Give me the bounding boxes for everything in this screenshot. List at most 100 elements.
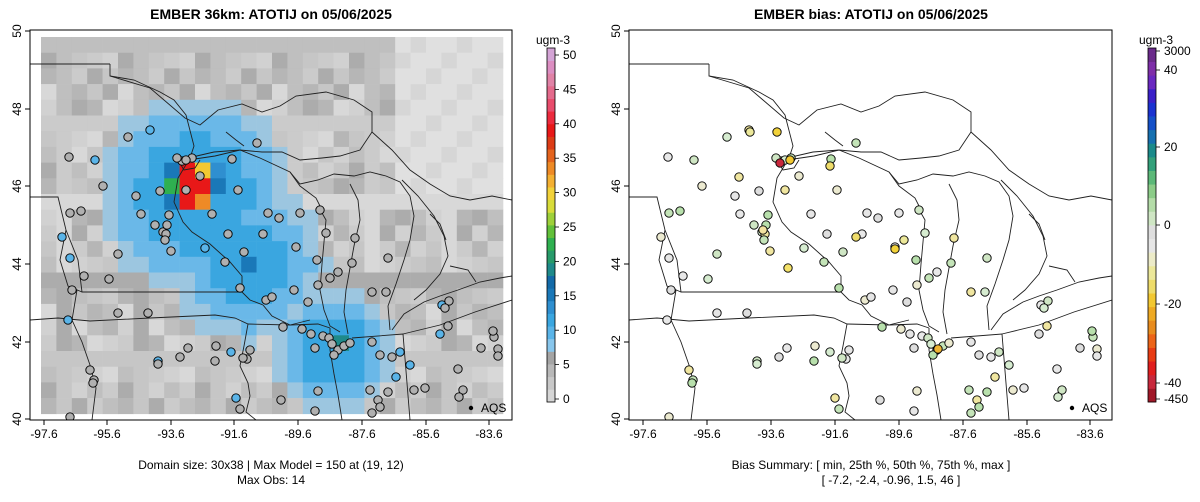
observation-site[interactable] [113,249,123,259]
observation-site[interactable] [877,322,887,332]
observation-site[interactable] [226,347,236,357]
observation-site[interactable] [345,338,355,348]
observation-site[interactable] [329,350,339,360]
observation-site[interactable] [313,280,323,290]
observation-site[interactable] [851,232,861,242]
observation-site[interactable] [980,287,990,297]
observation-site[interactable] [98,181,108,191]
observation-site[interactable] [227,154,237,164]
observation-site[interactable] [387,352,397,362]
observation-site[interactable] [785,155,795,165]
observation-site[interactable] [875,395,885,405]
observation-site[interactable] [440,303,450,313]
observation-site[interactable] [909,406,919,416]
observation-site[interactable] [920,228,930,238]
observation-site[interactable] [822,229,832,239]
observation-site[interactable] [944,338,954,348]
observation-site[interactable] [1092,351,1102,361]
observation-site[interactable] [276,395,286,405]
observation-site[interactable] [763,210,773,220]
observation-site[interactable] [175,352,185,362]
observation-site[interactable] [65,208,75,218]
observation-site[interactable] [223,229,233,239]
observation-site[interactable] [347,258,357,268]
observation-site[interactable] [420,383,430,393]
observation-site[interactable] [1039,303,1049,313]
observation-site[interactable] [164,210,174,220]
observation-site[interactable] [912,280,922,290]
observation-site[interactable] [195,171,205,181]
observation-site[interactable] [933,344,943,354]
observation-site[interactable] [375,350,385,360]
observation-site[interactable] [1052,364,1062,374]
observation-site[interactable] [1034,329,1044,339]
observation-site[interactable] [1053,392,1063,402]
observation-site[interactable] [295,208,305,218]
bias-map-area[interactable]: AQS [629,30,1112,421]
observation-site[interactable] [712,249,722,259]
observation-site[interactable] [774,352,784,362]
observation-site[interactable] [924,273,934,283]
observation-site[interactable] [200,243,210,253]
observation-site[interactable] [986,352,996,362]
observation-site[interactable] [754,186,764,196]
observation-site[interactable] [278,322,288,332]
observation-site[interactable] [1043,296,1053,306]
observation-site[interactable] [990,372,1000,382]
observation-site[interactable] [263,208,273,218]
observation-site[interactable] [834,283,844,293]
observation-site[interactable] [88,378,98,388]
observation-site[interactable] [150,220,160,230]
observation-site[interactable] [136,209,146,219]
observation-site[interactable] [375,402,385,412]
observation-site[interactable] [794,171,804,181]
observation-site[interactable] [664,412,674,421]
observation-site[interactable] [911,255,921,265]
observation-site[interactable] [258,229,268,239]
observation-site[interactable] [65,253,75,263]
observation-site[interactable] [1087,326,1097,336]
observation-site[interactable] [303,297,313,307]
observation-site[interactable] [759,235,769,245]
observation-site[interactable] [703,274,713,284]
observation-site[interactable] [825,161,835,171]
observation-site[interactable] [310,406,320,416]
observation-site[interactable] [899,235,909,245]
observation-site[interactable] [183,343,193,353]
observation-site[interactable] [862,208,872,218]
observation-site[interactable] [90,155,100,165]
observation-site[interactable] [245,345,255,355]
observation-site[interactable] [85,365,95,375]
observation-site[interactable] [964,385,974,395]
observation-site[interactable] [742,308,752,318]
observation-site[interactable] [79,271,89,281]
observation-site[interactable] [678,271,688,281]
observation-site[interactable] [310,343,320,353]
observation-site[interactable] [666,285,676,295]
observation-site[interactable] [123,132,133,142]
observation-site[interactable] [734,172,744,182]
observation-site[interactable] [350,233,360,243]
observation-site[interactable] [926,339,936,349]
observation-site[interactable] [63,315,73,325]
observation-site[interactable] [65,412,75,421]
observation-site[interactable] [155,186,165,196]
observation-site[interactable] [966,337,976,347]
observation-site[interactable] [409,385,419,395]
observation-site[interactable] [982,387,992,397]
observation-site[interactable] [443,321,453,331]
observation-site[interactable] [383,387,393,397]
observation-site[interactable] [315,205,325,215]
observation-site[interactable] [453,364,463,374]
observation-site[interactable] [932,267,942,277]
observation-site[interactable] [1019,383,1029,393]
observation-site[interactable] [67,285,77,295]
observation-site[interactable] [365,385,375,395]
observation-site[interactable] [172,153,182,163]
observation-site[interactable] [905,329,915,339]
observation-site[interactable] [730,191,740,201]
observation-site[interactable] [928,350,938,360]
observation-site[interactable] [949,233,959,243]
observation-site[interactable] [493,351,503,361]
observation-site[interactable] [321,228,331,238]
